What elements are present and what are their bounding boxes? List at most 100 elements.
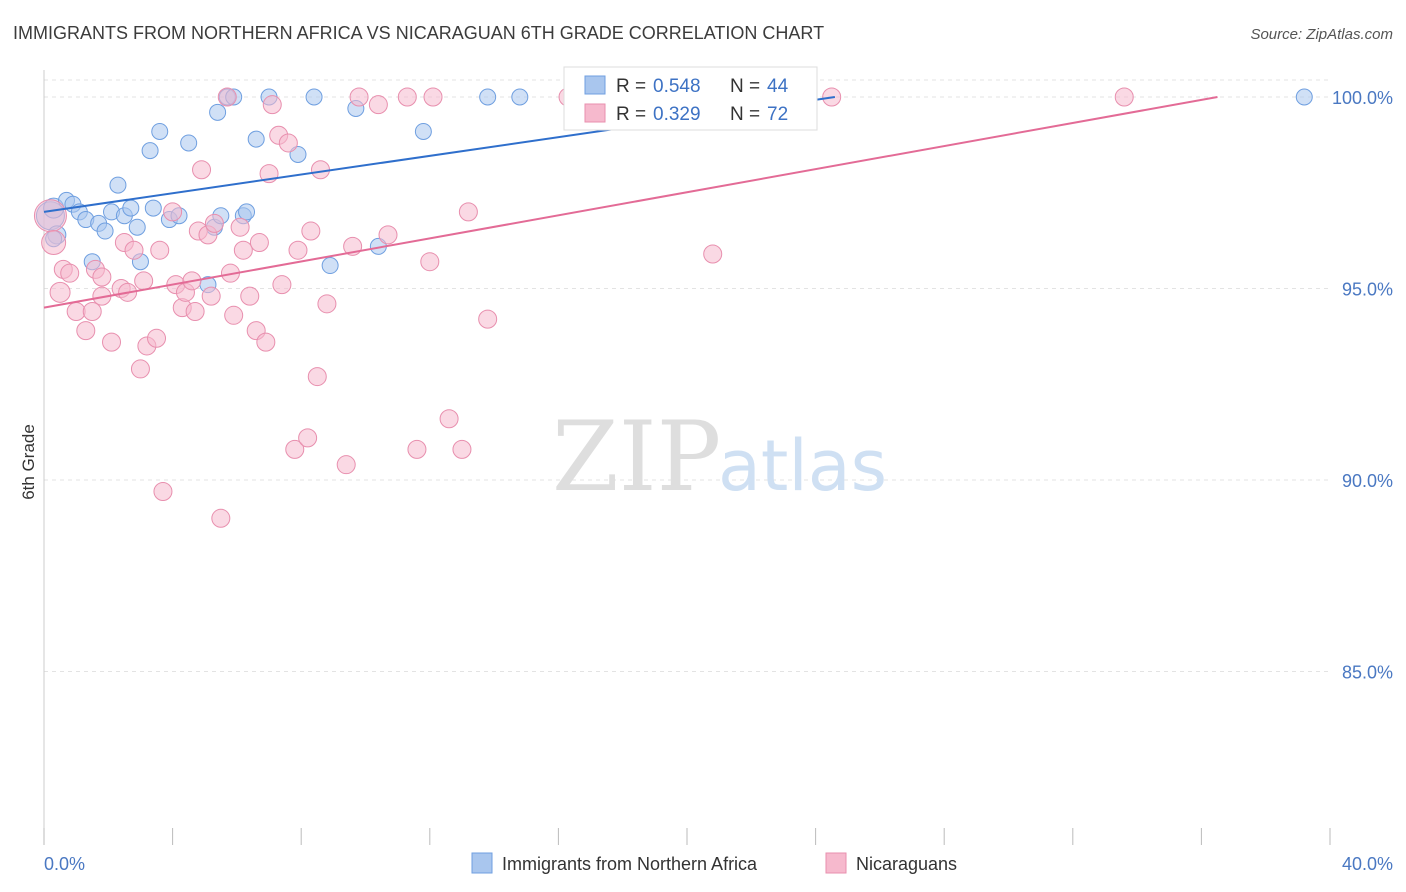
point-northern-africa-9 bbox=[109, 176, 127, 194]
legend-n-label-1: N = bbox=[730, 76, 760, 97]
point-nicaraguan-69 bbox=[703, 244, 723, 264]
bottom-legend-label-2: Nicaraguans bbox=[856, 854, 957, 874]
point-nicaraguan-9 bbox=[92, 267, 112, 287]
grid bbox=[44, 79, 1330, 672]
point-nicaraguan-47 bbox=[278, 133, 298, 153]
point-nicaraguan-2 bbox=[49, 281, 71, 303]
point-nicaraguan-71 bbox=[1114, 87, 1134, 107]
bottom-legend-swatch-pink bbox=[825, 852, 847, 874]
point-nicaraguan-67 bbox=[478, 309, 498, 329]
legend-r-label-2: R = bbox=[616, 104, 646, 125]
point-northern-africa-33 bbox=[305, 88, 323, 106]
stats-legend-swatch-pink bbox=[584, 103, 606, 123]
point-nicaraguan-0 bbox=[33, 199, 67, 233]
point-northern-africa-37 bbox=[414, 122, 432, 140]
point-nicaraguan-1 bbox=[41, 230, 67, 256]
axes: 100.0% 95.0% 90.0% 85.0% 0.0% 40.0% bbox=[43, 70, 1393, 874]
point-nicaraguan-62 bbox=[420, 252, 440, 272]
watermark-zip: ZIP bbox=[552, 401, 721, 513]
point-nicaraguan-52 bbox=[310, 160, 330, 180]
point-nicaraguan-65 bbox=[452, 439, 472, 459]
point-nicaraguan-27 bbox=[185, 301, 205, 321]
y-axis-label: 6th Grade bbox=[19, 424, 38, 500]
point-nicaraguan-57 bbox=[349, 87, 369, 107]
point-nicaraguan-11 bbox=[102, 332, 122, 352]
point-nicaraguan-6 bbox=[76, 321, 96, 341]
legend-n-value-1: 44 bbox=[767, 76, 789, 97]
point-nicaraguan-16 bbox=[130, 359, 150, 379]
point-nicaraguan-54 bbox=[317, 294, 337, 314]
point-nicaraguan-60 bbox=[397, 87, 417, 107]
point-northern-africa-8 bbox=[96, 222, 114, 240]
legend-n-value-2: 72 bbox=[767, 104, 788, 125]
point-nicaraguan-53 bbox=[307, 367, 327, 387]
point-northern-africa-34 bbox=[321, 257, 339, 275]
point-nicaraguan-34 bbox=[217, 87, 237, 107]
point-nicaraguan-29 bbox=[192, 160, 212, 180]
point-northern-africa-18 bbox=[151, 122, 169, 140]
point-nicaraguan-38 bbox=[233, 240, 253, 260]
point-nicaraguan-31 bbox=[201, 286, 221, 306]
point-nicaraguan-19 bbox=[147, 328, 167, 348]
point-nicaraguan-44 bbox=[262, 95, 282, 115]
point-nicaraguan-41 bbox=[249, 233, 269, 253]
point-nicaraguan-5 bbox=[66, 301, 86, 321]
y-tick-label-2: 90.0% bbox=[1342, 471, 1393, 491]
point-nicaraguan-61 bbox=[407, 439, 427, 459]
y-tick-label-0: 100.0% bbox=[1332, 88, 1393, 108]
point-northern-africa-39 bbox=[511, 88, 529, 106]
watermark-atlas: atlas bbox=[718, 425, 887, 507]
point-nicaraguan-49 bbox=[288, 240, 308, 260]
point-northern-africa-29 bbox=[238, 203, 256, 221]
legend-n-label-2: N = bbox=[730, 104, 760, 125]
point-nicaraguan-59 bbox=[378, 225, 398, 245]
point-nicaraguan-33 bbox=[211, 508, 231, 528]
point-nicaraguan-50 bbox=[298, 428, 318, 448]
point-northern-africa-30 bbox=[247, 130, 265, 148]
point-nicaraguan-7 bbox=[82, 301, 102, 321]
stats-legend-box bbox=[563, 66, 818, 131]
point-nicaraguan-36 bbox=[224, 305, 244, 325]
point-nicaraguan-48 bbox=[285, 439, 305, 459]
point-nicaraguan-39 bbox=[240, 286, 260, 306]
point-northern-africa-42 bbox=[1295, 88, 1313, 106]
point-northern-africa-16 bbox=[141, 142, 159, 160]
point-nicaraguan-42 bbox=[256, 332, 276, 352]
point-northern-africa-13 bbox=[128, 218, 146, 236]
stats-legend-swatch-blue bbox=[584, 75, 606, 95]
bottom-legend: Immigrants from Northern Africa Nicaragu… bbox=[471, 852, 957, 874]
legend-r-label-1: R = bbox=[616, 76, 646, 97]
point-nicaraguan-66 bbox=[458, 202, 478, 222]
source-note: Source: ZipAtlas.com bbox=[1250, 26, 1393, 43]
data-points bbox=[33, 87, 1313, 528]
point-northern-africa-12 bbox=[122, 199, 140, 217]
point-nicaraguan-4 bbox=[60, 263, 80, 283]
legend-r-value-2: 0.329 bbox=[653, 104, 701, 125]
stats-legend: R = 0.548 N = 44 R = 0.329 N = 72 bbox=[563, 66, 818, 131]
point-nicaraguan-55 bbox=[336, 455, 356, 475]
y-tick-label-1: 95.0% bbox=[1342, 280, 1393, 300]
legend-r-value-1: 0.548 bbox=[653, 76, 701, 97]
point-nicaraguan-21 bbox=[153, 481, 173, 501]
trend-line-nicaraguan bbox=[43, 96, 1218, 309]
x-tick-label-0: 0.0% bbox=[44, 854, 85, 874]
point-northern-africa-17 bbox=[144, 199, 162, 217]
point-nicaraguan-32 bbox=[204, 213, 224, 233]
point-northern-africa-38 bbox=[479, 88, 497, 106]
point-nicaraguan-15 bbox=[124, 240, 144, 260]
point-nicaraguan-46 bbox=[272, 275, 292, 295]
watermark: ZIP atlas bbox=[552, 401, 887, 513]
x-tick-label-1: 40.0% bbox=[1342, 854, 1393, 874]
point-nicaraguan-22 bbox=[163, 202, 183, 222]
point-nicaraguan-58 bbox=[368, 95, 388, 115]
point-nicaraguan-37 bbox=[230, 217, 250, 237]
point-northern-africa-25 bbox=[209, 103, 227, 121]
point-nicaraguan-51 bbox=[301, 221, 321, 241]
point-nicaraguan-20 bbox=[150, 240, 170, 260]
y-tick-label-3: 85.0% bbox=[1342, 663, 1393, 683]
point-nicaraguan-17 bbox=[134, 271, 154, 291]
chart-title: IMMIGRANTS FROM NORTHERN AFRICA VS NICAR… bbox=[13, 23, 824, 43]
point-nicaraguan-63 bbox=[423, 87, 443, 107]
bottom-legend-label-1: Immigrants from Northern Africa bbox=[502, 854, 758, 874]
